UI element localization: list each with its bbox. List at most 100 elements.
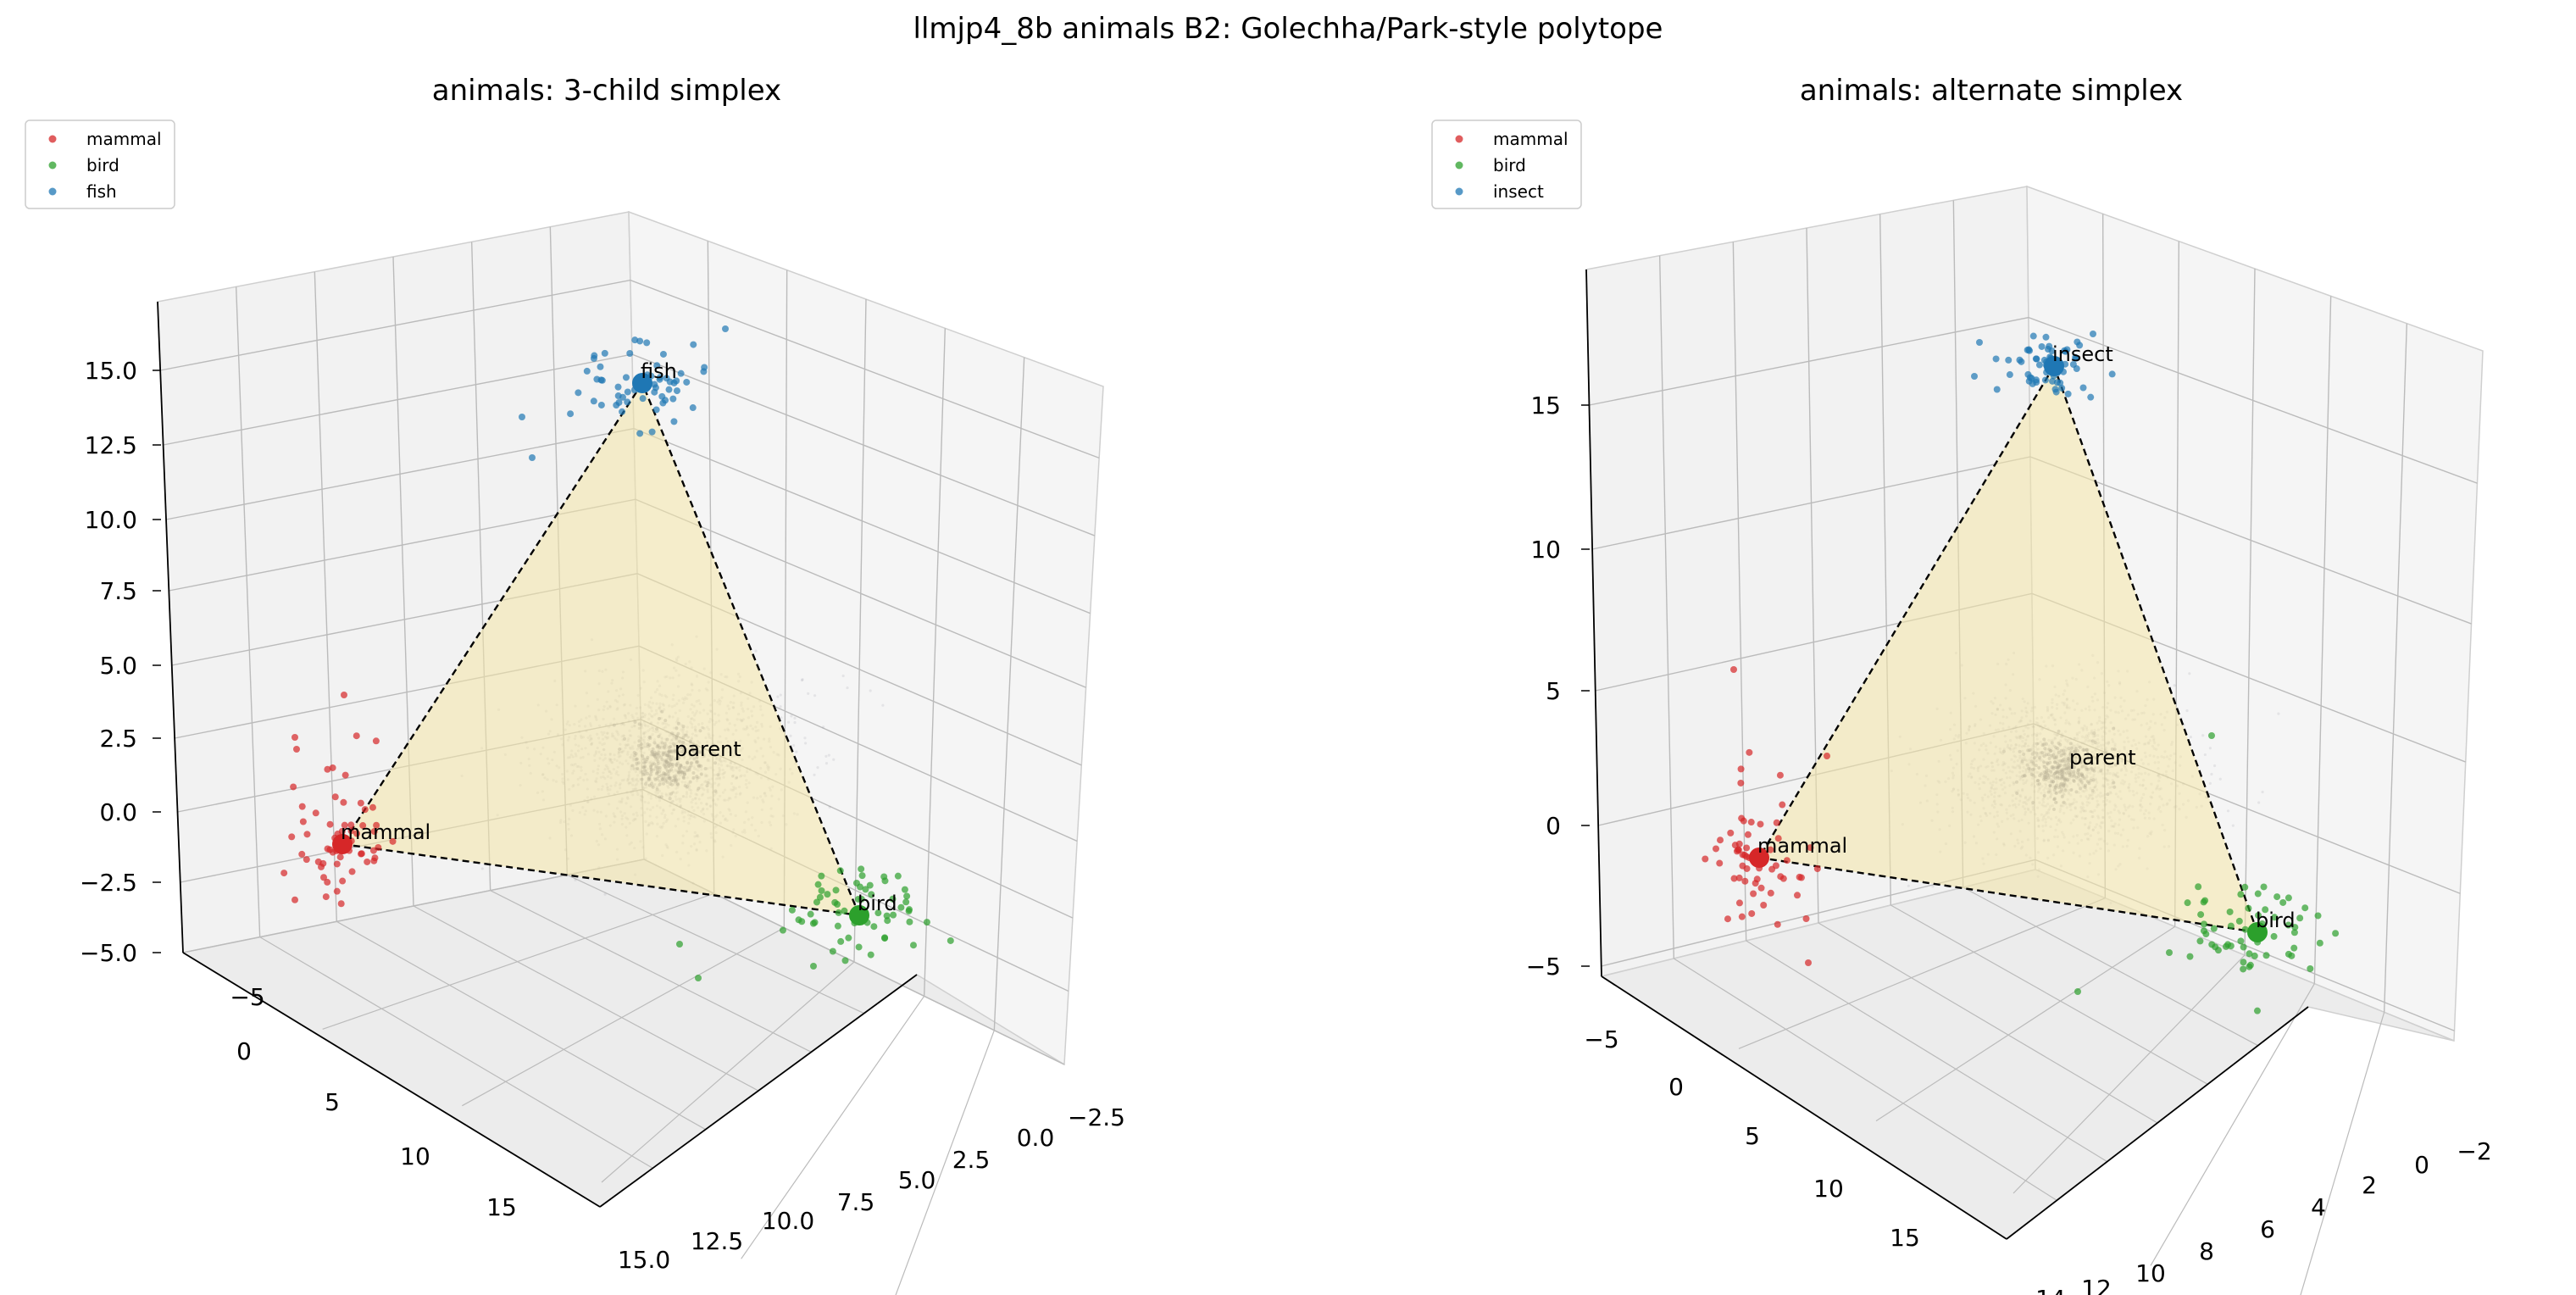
mammal-point bbox=[1794, 892, 1802, 899]
grid-line bbox=[2244, 268, 2256, 956]
mammal-point bbox=[1807, 844, 1814, 852]
parent-cloud-point bbox=[841, 674, 845, 678]
third-point bbox=[2064, 390, 2072, 397]
mammal-point bbox=[375, 843, 382, 851]
z-tick-label: 15.0 bbox=[85, 357, 137, 385]
parent-cloud-point bbox=[804, 742, 808, 745]
subplot-title: animals: 3-child simplex bbox=[432, 74, 781, 108]
bird-point bbox=[862, 886, 869, 893]
bird-point bbox=[835, 909, 842, 916]
bird-point bbox=[813, 898, 820, 906]
z-tick-label: 15 bbox=[1530, 392, 1561, 420]
mammal-point bbox=[293, 746, 300, 753]
grid-line bbox=[2313, 296, 2332, 984]
mammal-point bbox=[333, 887, 341, 895]
third-point bbox=[2035, 361, 2043, 369]
parent-cloud-point bbox=[800, 679, 804, 682]
mammal-vertex-marker bbox=[332, 834, 353, 854]
bird-point bbox=[788, 906, 796, 914]
bird-point bbox=[834, 922, 841, 930]
legend-label: bird bbox=[1493, 155, 1526, 175]
bird-point bbox=[2316, 939, 2323, 947]
third-point bbox=[2051, 386, 2059, 393]
mammal-point bbox=[1735, 899, 1743, 907]
mammal-point bbox=[326, 846, 334, 853]
grid-line bbox=[853, 298, 867, 963]
x-tick-label: 8 bbox=[2199, 1237, 2214, 1265]
simplex-edge bbox=[341, 382, 644, 845]
bird-point bbox=[2332, 930, 2340, 937]
mammal-point bbox=[1779, 875, 1787, 882]
third-point bbox=[519, 414, 525, 420]
bird-point bbox=[2262, 906, 2269, 914]
bird-point bbox=[2208, 732, 2215, 739]
third-point bbox=[648, 428, 656, 436]
third-point bbox=[2029, 332, 2037, 340]
third-point bbox=[2079, 384, 2087, 392]
bird-point bbox=[845, 934, 852, 942]
grid-line bbox=[993, 357, 1025, 1031]
z-tick-label: −5 bbox=[1526, 953, 1561, 981]
mammal-point bbox=[347, 821, 355, 829]
mammal-point bbox=[314, 858, 322, 865]
z-tick-label: 0.0 bbox=[99, 798, 137, 826]
mammal-point bbox=[1727, 829, 1735, 836]
parent-cloud-point bbox=[2261, 790, 2264, 794]
legend-label: fish bbox=[86, 181, 117, 202]
bird-point bbox=[2271, 914, 2279, 921]
mammal-point bbox=[1735, 846, 1742, 853]
mammal-point bbox=[299, 818, 307, 825]
third-point bbox=[665, 386, 673, 393]
bird-point bbox=[2290, 944, 2298, 952]
x-tick-label: 0 bbox=[2414, 1151, 2429, 1179]
grid-line bbox=[923, 328, 947, 997]
bird-point bbox=[866, 881, 874, 889]
third-point bbox=[597, 401, 605, 409]
z-tick-label: 0 bbox=[1546, 812, 1561, 840]
third-point bbox=[2073, 364, 2080, 372]
mammal-point bbox=[1730, 875, 1738, 882]
third-point bbox=[614, 383, 622, 391]
mammal-point bbox=[341, 692, 347, 698]
mammal-point bbox=[322, 893, 330, 901]
grid-line bbox=[413, 905, 759, 1092]
parent-cloud-point bbox=[789, 734, 792, 737]
bird-point bbox=[868, 891, 875, 898]
simplex-edge bbox=[1757, 365, 2056, 859]
mammal-point bbox=[1702, 855, 1709, 863]
mammal-point bbox=[1779, 801, 1786, 809]
mammal-point bbox=[1744, 831, 1752, 838]
bird-point bbox=[2245, 904, 2252, 912]
mammal-point bbox=[1796, 873, 1803, 881]
center-label: parent bbox=[675, 737, 741, 761]
mammal-point bbox=[361, 806, 369, 814]
z-tick-label: 5.0 bbox=[99, 652, 137, 680]
mammal-point bbox=[303, 856, 310, 864]
mammal-point bbox=[1802, 914, 1810, 922]
bird-point bbox=[837, 937, 845, 945]
grid-line bbox=[2012, 954, 2246, 1194]
bird-point bbox=[902, 898, 910, 906]
third-point bbox=[613, 402, 620, 409]
simplex-edge bbox=[341, 842, 860, 917]
vertex-label: bird bbox=[858, 892, 897, 915]
mammal-point bbox=[1753, 875, 1761, 883]
mammal-point bbox=[339, 877, 347, 885]
mammal-point bbox=[1748, 909, 1756, 917]
bird-point bbox=[947, 937, 954, 944]
bird-point bbox=[884, 917, 891, 925]
bird-point bbox=[2240, 959, 2247, 966]
simplex-face bbox=[342, 383, 859, 915]
third-point bbox=[590, 397, 597, 405]
mammal-point bbox=[290, 783, 297, 791]
mammal-point bbox=[353, 830, 361, 837]
parent-cloud-point bbox=[574, 878, 577, 881]
third-point bbox=[2032, 355, 2040, 363]
third-point bbox=[567, 410, 575, 418]
third-point bbox=[2026, 374, 2034, 381]
x-tick-label: 12.5 bbox=[691, 1227, 743, 1255]
parent-cloud-point bbox=[2189, 735, 2192, 739]
mammal-point bbox=[1743, 844, 1751, 852]
bird-point bbox=[889, 895, 897, 903]
